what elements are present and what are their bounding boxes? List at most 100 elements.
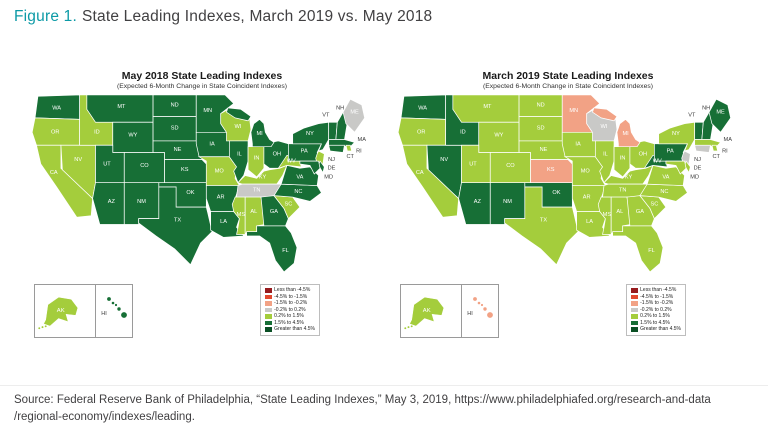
legend-item: 1.5% to 4.5% bbox=[631, 320, 681, 326]
state-MA bbox=[328, 139, 356, 148]
state-label-NC: NC bbox=[660, 189, 668, 195]
state-label-ND: ND bbox=[171, 102, 179, 108]
legend-label: -0.2% to 0.2% bbox=[274, 306, 306, 313]
state-label-CA: CA bbox=[416, 170, 424, 176]
legend-swatch bbox=[265, 327, 273, 332]
legend-label: -0.2% to 0.2% bbox=[640, 306, 672, 313]
state-label-MO: MO bbox=[215, 169, 225, 175]
state-label-OK: OK bbox=[186, 190, 194, 196]
state-label-MI: MI bbox=[256, 131, 263, 137]
state-label-AZ: AZ bbox=[108, 199, 116, 205]
legend-item: -0.2% to 0.2% bbox=[265, 306, 315, 313]
state-label-WA: WA bbox=[52, 105, 61, 111]
legend-item: 0.2% to 1.5% bbox=[265, 314, 315, 319]
state-label-ID: ID bbox=[460, 130, 466, 136]
state-label-MS: MS bbox=[603, 212, 612, 218]
legend-item: Less than -4.5% bbox=[265, 288, 315, 293]
legend-swatch bbox=[631, 307, 639, 313]
inset-divider bbox=[95, 285, 96, 337]
state-MD bbox=[299, 160, 321, 175]
state-label-KS: KS bbox=[181, 167, 189, 173]
map-legend: Less than -4.5% -4.5% to -1.5% -1.5% to -0… bbox=[626, 284, 686, 336]
state-label-PA: PA bbox=[667, 148, 674, 154]
state-label-AK: AK bbox=[57, 308, 65, 314]
state-label-IL: IL bbox=[603, 151, 608, 157]
legend-label: -4.5% to -1.5% bbox=[640, 293, 674, 300]
state-FL bbox=[246, 225, 298, 273]
state-label-AZ: AZ bbox=[474, 199, 482, 205]
legend-swatch bbox=[631, 314, 639, 319]
state-label-MN: MN bbox=[569, 108, 578, 114]
map-panel-may-2018: May 2018 State Leading Indexes (Expected… bbox=[26, 70, 378, 338]
state-label-WA: WA bbox=[418, 105, 427, 111]
state-FL bbox=[612, 225, 664, 273]
state-AZ bbox=[92, 182, 125, 225]
hawaii-island bbox=[111, 301, 115, 305]
aleutian-islands bbox=[38, 327, 41, 330]
state-label-TN: TN bbox=[619, 187, 626, 193]
map-title-march-2019: March 2019 State Leading Indexes bbox=[482, 70, 654, 82]
state-TX bbox=[504, 186, 579, 266]
hawaii-island bbox=[473, 297, 477, 301]
state-MI bbox=[592, 107, 618, 122]
state-label-NY: NY bbox=[306, 131, 314, 137]
state-label-MA: MA bbox=[724, 137, 733, 143]
state-label-KY: KY bbox=[625, 174, 633, 180]
legend-swatch bbox=[265, 294, 273, 300]
state-label-TX: TX bbox=[174, 218, 181, 224]
map-legend: Less than -4.5% -4.5% to -1.5% -1.5% to -0… bbox=[260, 284, 320, 336]
section-divider bbox=[0, 385, 768, 386]
legend-label: Greater than 4.5% bbox=[640, 326, 681, 332]
aleutian-islands bbox=[407, 326, 410, 329]
state-label-IA: IA bbox=[575, 141, 581, 147]
state-AK bbox=[409, 296, 445, 327]
state-label-MD: MD bbox=[690, 174, 699, 180]
inset-divider bbox=[461, 285, 462, 337]
source-line-2: /regional-economy/indexes/leading. bbox=[14, 411, 195, 424]
legend-label: -1.5% to -0.2% bbox=[640, 300, 674, 306]
state-label-ME: ME bbox=[716, 110, 725, 116]
state-label-RI: RI bbox=[356, 148, 362, 154]
state-label-IL: IL bbox=[237, 151, 242, 157]
legend-item: 1.5% to 4.5% bbox=[265, 320, 315, 326]
legend-label: Greater than 4.5% bbox=[274, 326, 315, 332]
state-label-UT: UT bbox=[469, 161, 477, 167]
state-label-VA: VA bbox=[296, 174, 303, 180]
state-RI bbox=[711, 144, 719, 152]
state-label-KS: KS bbox=[547, 167, 555, 173]
legend-swatch bbox=[265, 288, 273, 293]
state-label-KY: KY bbox=[259, 174, 267, 180]
state-MA bbox=[694, 139, 722, 148]
source-line-1: Source: Federal Reserve Bank of Philadel… bbox=[14, 394, 711, 406]
legend-item: -4.5% to -1.5% bbox=[265, 294, 315, 300]
legend-item: Greater than 4.5% bbox=[631, 327, 681, 332]
state-label-AL: AL bbox=[616, 209, 623, 215]
state-label-GA: GA bbox=[270, 209, 278, 215]
state-label-NH: NH bbox=[336, 105, 344, 111]
state-label-ME: ME bbox=[350, 110, 359, 116]
state-label-CO: CO bbox=[506, 163, 515, 169]
hawaii-island bbox=[483, 307, 487, 311]
state-label-TN: TN bbox=[253, 187, 260, 193]
map-footer-row: AK HI Less than -4.5% -4.5% to -1.5% -1.5%… bbox=[26, 284, 378, 338]
state-label-AK: AK bbox=[423, 308, 431, 314]
state-label-SC: SC bbox=[650, 202, 658, 208]
state-label-IN: IN bbox=[254, 156, 260, 162]
state-label-IN: IN bbox=[620, 156, 626, 162]
ak-hi-inset-box: AK HI bbox=[400, 284, 499, 338]
state-MI bbox=[616, 118, 641, 148]
state-label-MA: MA bbox=[358, 137, 367, 143]
legend-swatch bbox=[631, 320, 639, 326]
state-label-HI: HI bbox=[467, 311, 473, 317]
state-label-WV: WV bbox=[653, 159, 662, 165]
legend-swatch bbox=[631, 288, 639, 293]
state-AK bbox=[43, 296, 79, 327]
figure-title-text: State Leading Indexes, March 2019 vs. Ma… bbox=[81, 8, 433, 25]
ak-hi-inset-box: AK HI bbox=[34, 284, 133, 338]
state-label-NE: NE bbox=[174, 147, 182, 153]
state-label-SD: SD bbox=[537, 125, 545, 131]
state-label-NC: NC bbox=[294, 189, 302, 195]
hawaii-island bbox=[117, 307, 121, 311]
state-label-NV: NV bbox=[74, 157, 82, 163]
state-label-OR: OR bbox=[51, 130, 59, 136]
